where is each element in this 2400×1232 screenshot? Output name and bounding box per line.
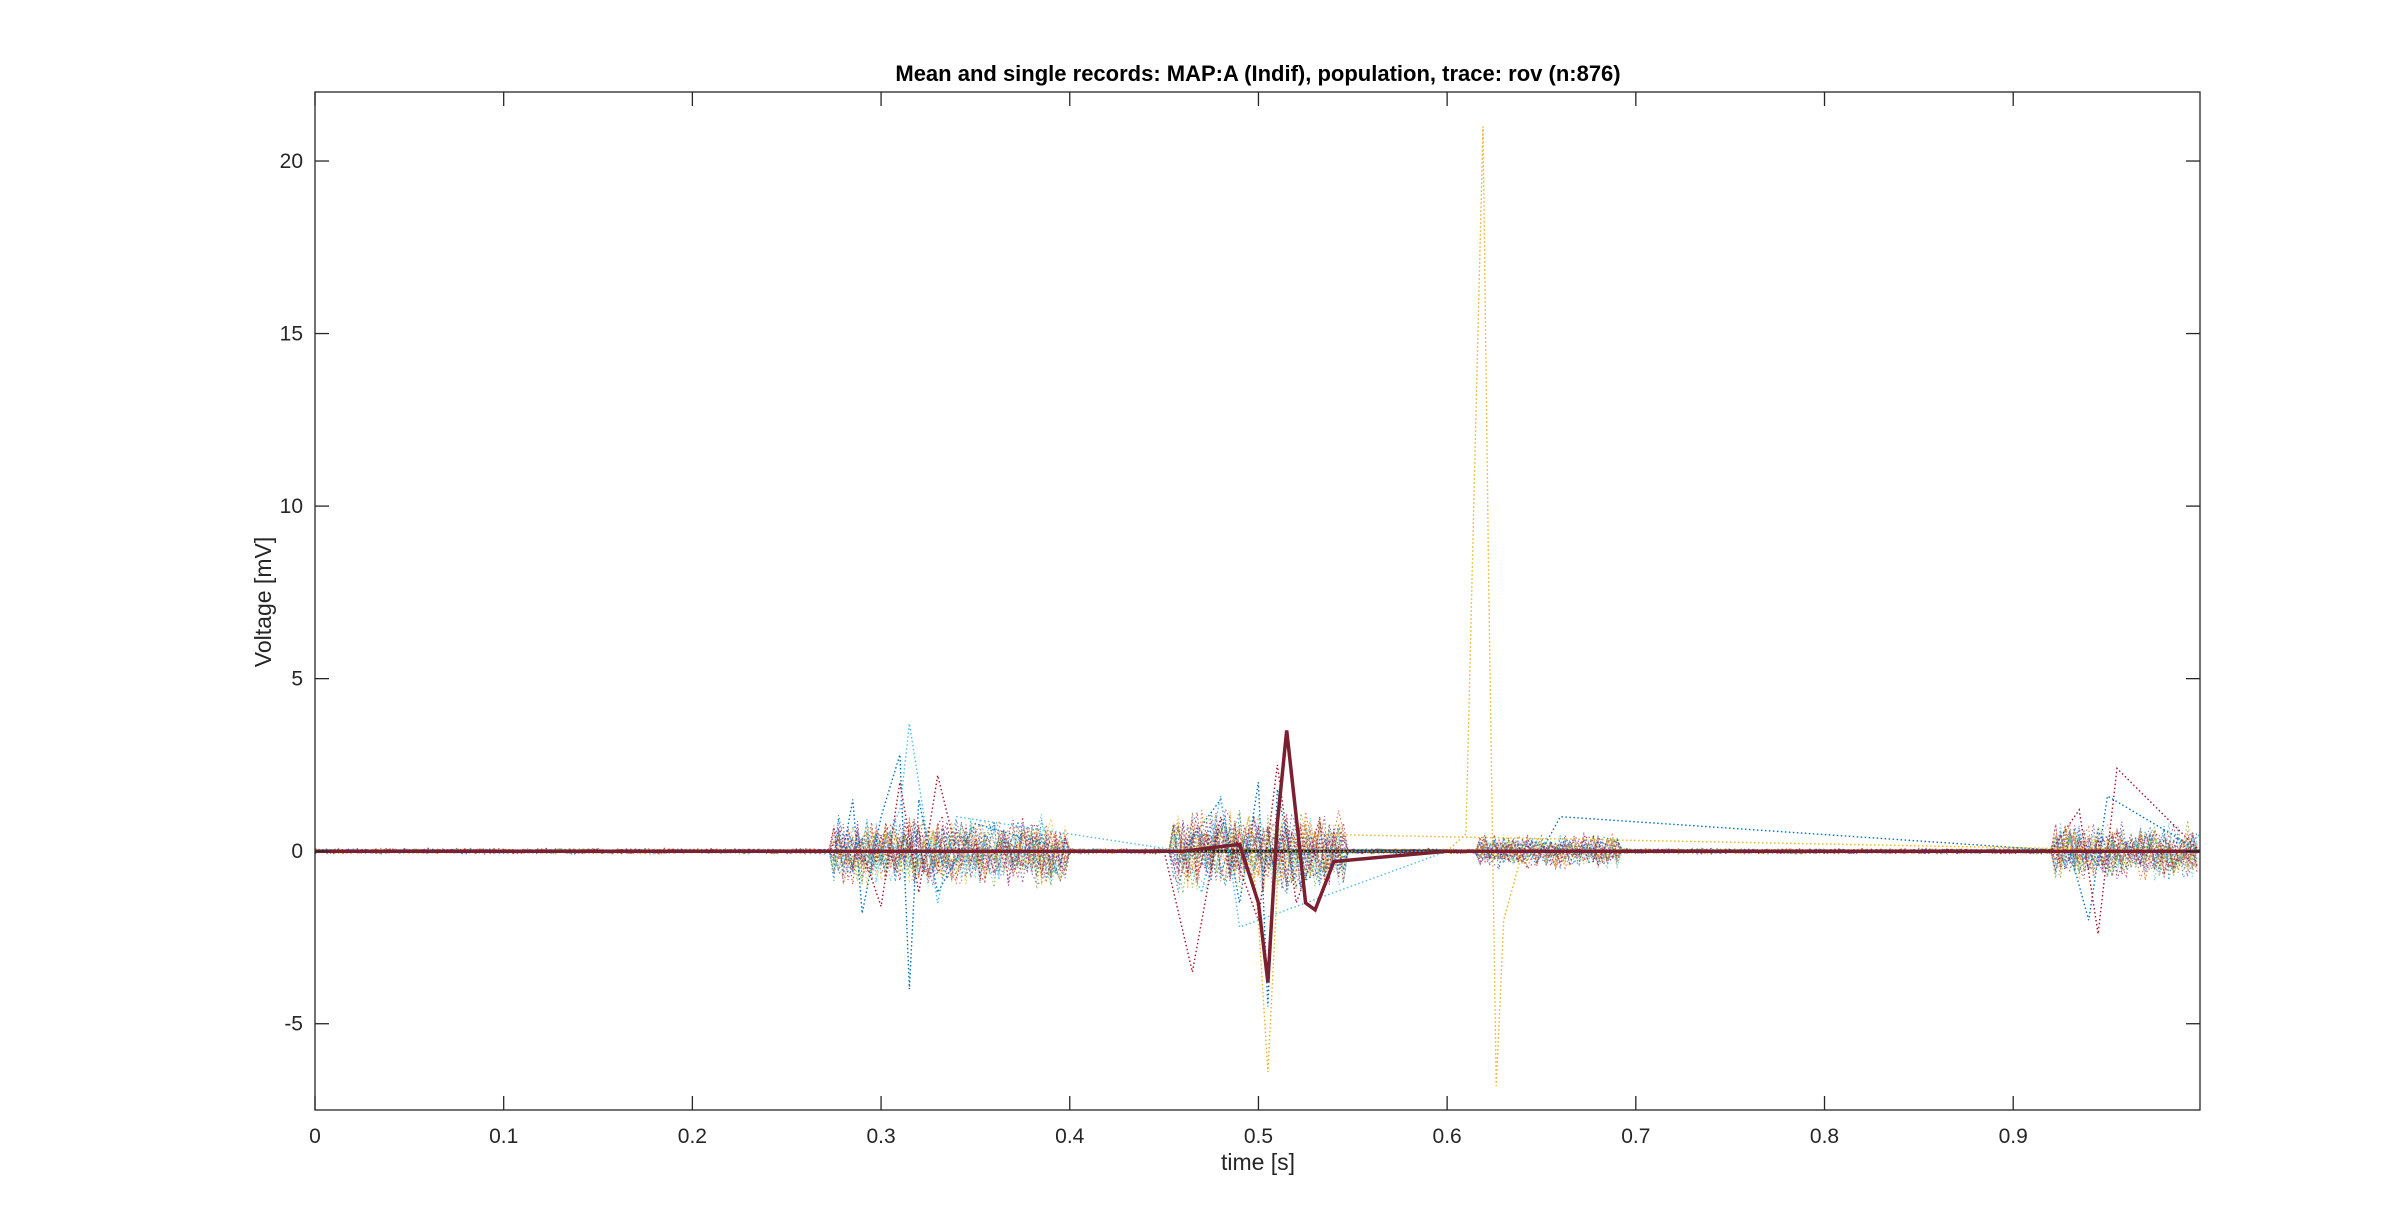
plot-area-border — [314, 91, 2201, 1111]
traces — [315, 126, 2200, 1086]
x-tick-label: 0.2 — [678, 1125, 707, 1148]
mean-trace — [315, 730, 2200, 983]
plot-area — [315, 126, 2200, 1086]
y-tick-labels: -5 0 5 10 15 20 — [280, 150, 303, 1036]
x-tick-label: 0.7 — [1621, 1125, 1650, 1148]
y-tick-label: 10 — [280, 495, 303, 518]
x-tick-labels: 0 0.1 0.2 0.3 0.4 0.5 0.6 0.7 0.8 0.9 — [309, 1125, 2028, 1148]
single-record-trace — [315, 817, 2198, 884]
y-tick-label: 0 — [291, 840, 303, 863]
single-record-trace — [315, 764, 2200, 973]
x-tick-label: 0.9 — [1999, 1125, 2028, 1148]
single-record-trace — [315, 812, 2198, 885]
y-tick-label: -5 — [284, 1013, 303, 1036]
x-tick-label: 0.1 — [489, 1125, 518, 1148]
x-tick-label: 0.4 — [1055, 1125, 1085, 1148]
tick-marks — [314, 92, 2200, 1110]
y-tick-label: 5 — [291, 668, 303, 691]
y-tick-label: 15 — [280, 323, 303, 346]
x-axis-label: time [s] — [1221, 1149, 1295, 1175]
x-tick-label: 0.3 — [866, 1125, 895, 1148]
y-axis-label: Voltage [mV] — [250, 537, 276, 667]
axes-box — [314, 91, 2201, 1111]
single-record-trace — [315, 811, 2198, 883]
x-tick-label: 0 — [309, 1125, 321, 1148]
chart-title: Mean and single records: MAP:A (Indif), … — [895, 61, 1620, 86]
x-tick-label: 0.6 — [1433, 1125, 1462, 1148]
x-tick-label: 0.5 — [1244, 1125, 1273, 1148]
single-record-trace — [315, 819, 2198, 890]
y-tick-label: 20 — [280, 150, 303, 173]
single-record-trace — [315, 816, 2200, 1073]
x-tick-label: 0.8 — [1810, 1125, 1839, 1148]
